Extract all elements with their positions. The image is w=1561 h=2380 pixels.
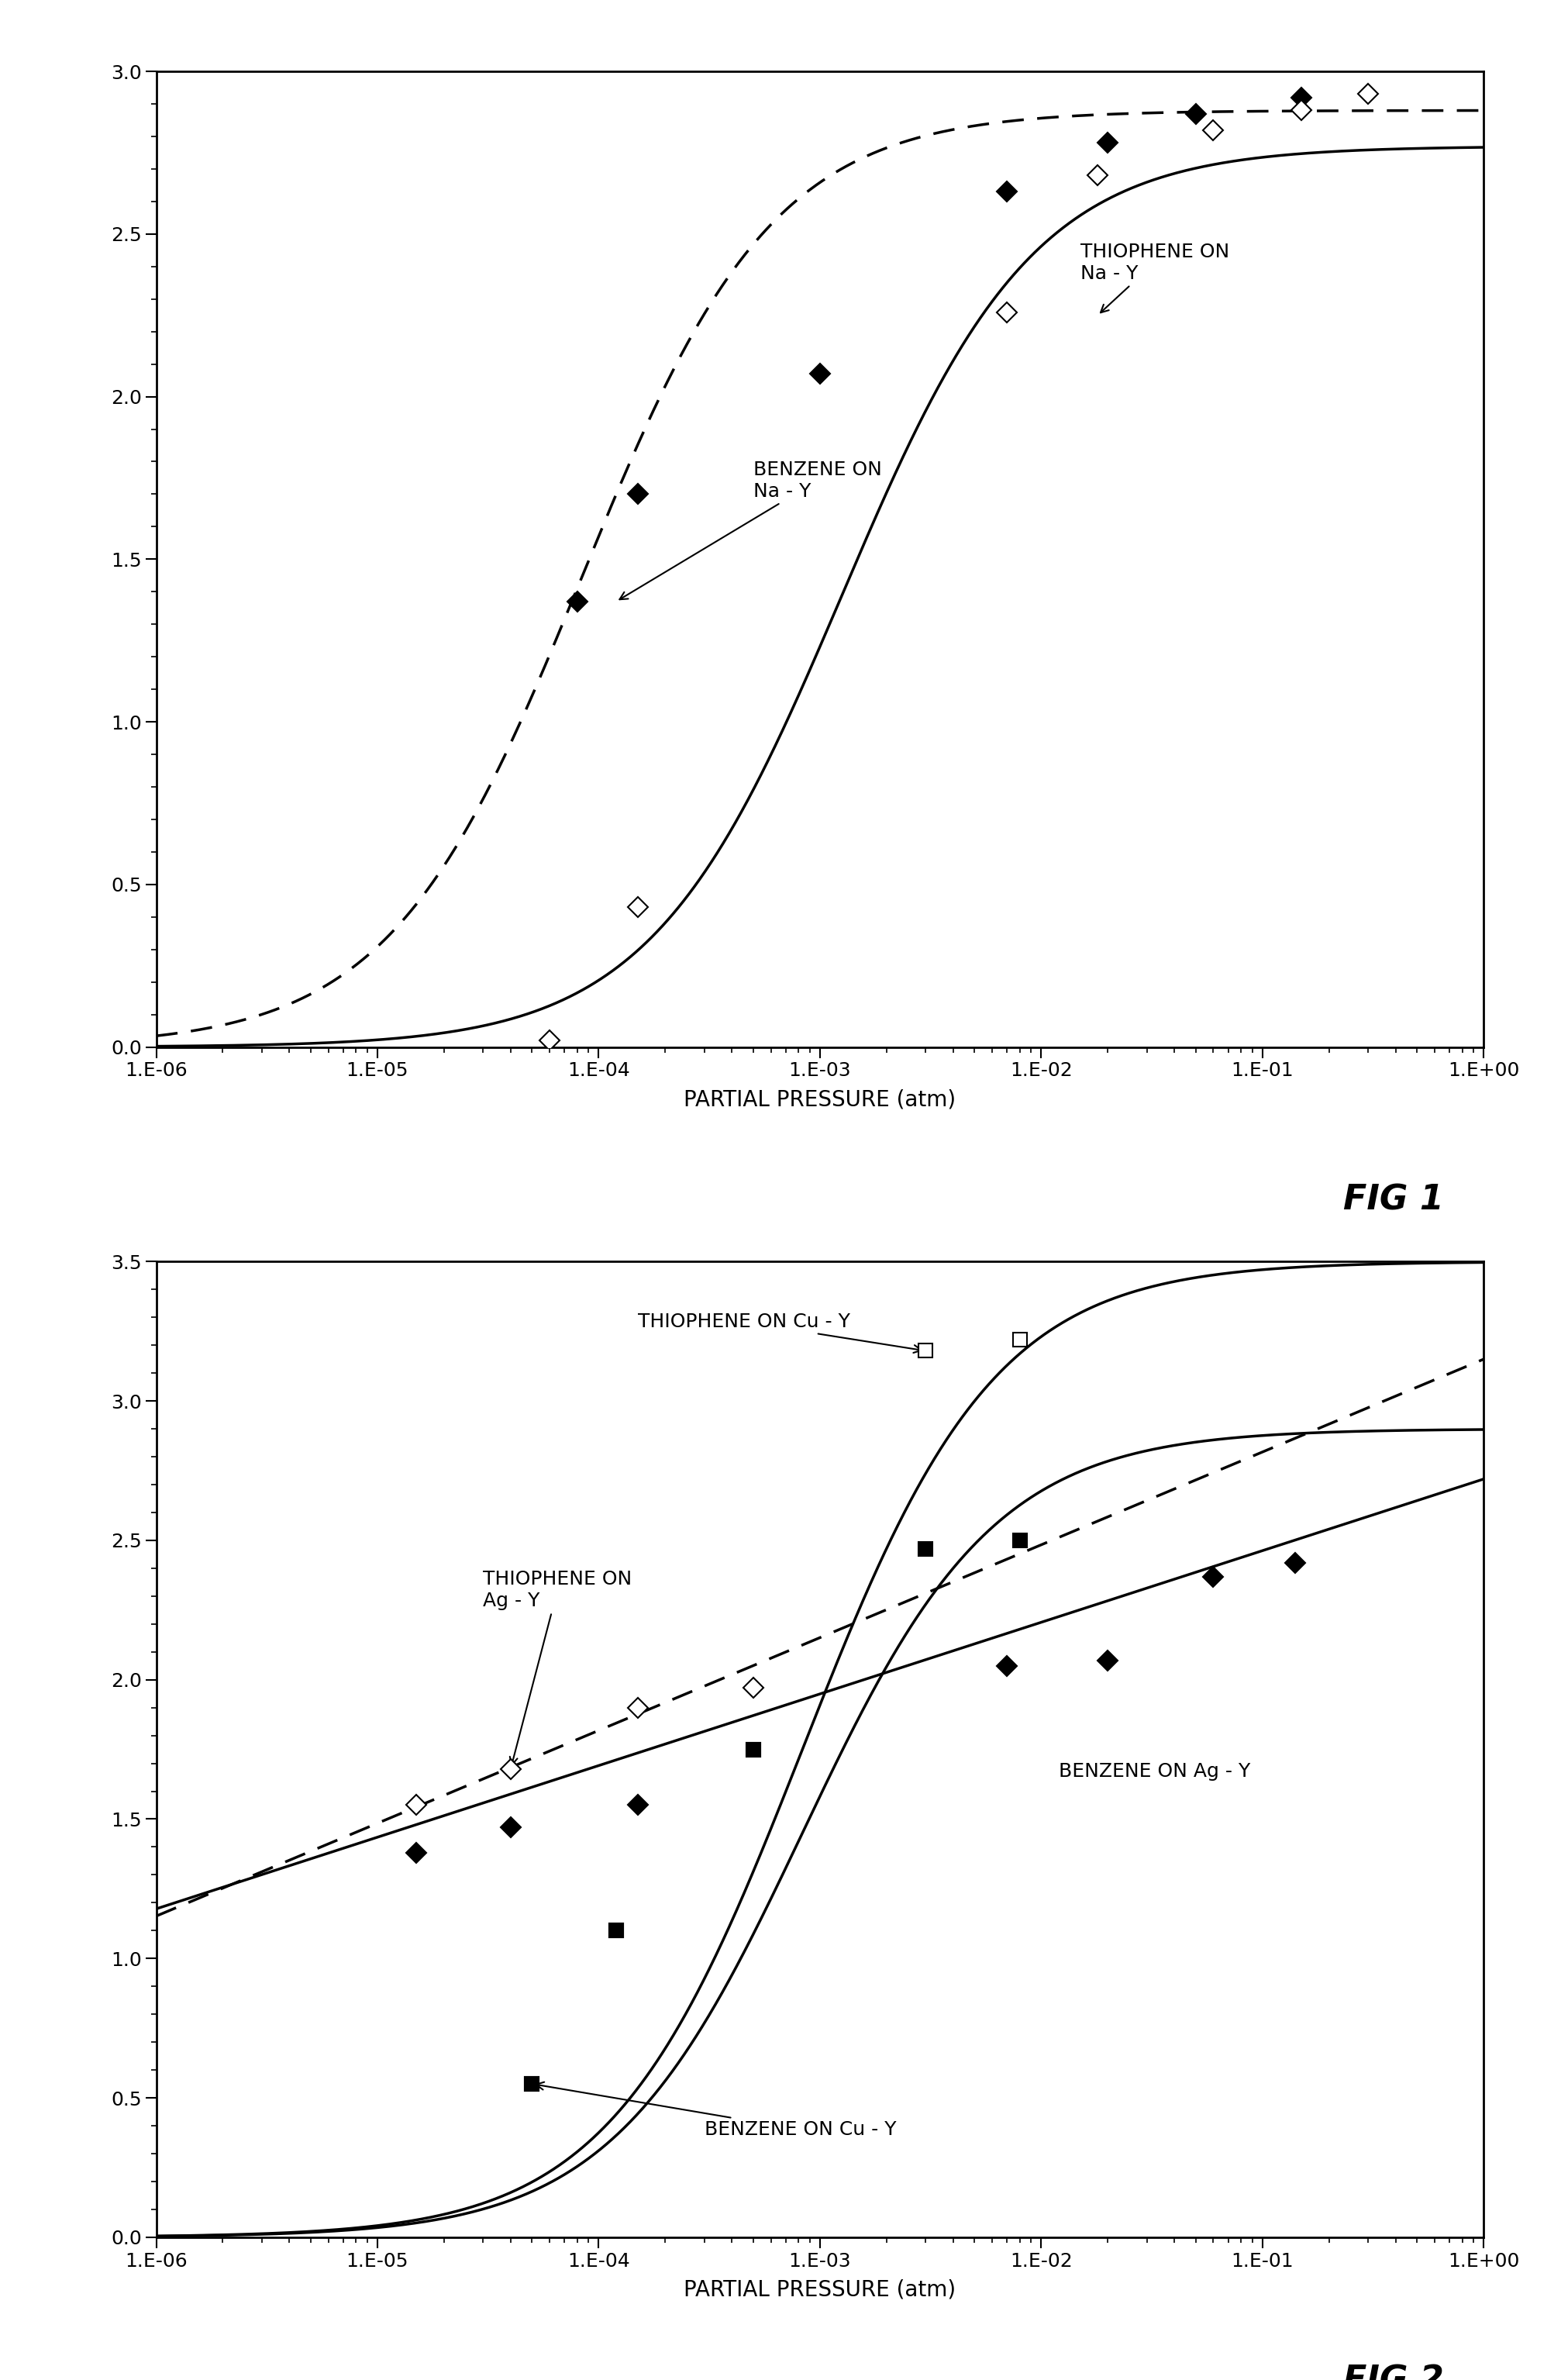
Text: BENZENE ON
Na - Y: BENZENE ON Na - Y <box>620 459 882 600</box>
Text: BENZENE ON Cu - Y: BENZENE ON Cu - Y <box>535 2082 896 2140</box>
Text: FIG 2: FIG 2 <box>1342 2363 1444 2380</box>
X-axis label: PARTIAL PRESSURE (atm): PARTIAL PRESSURE (atm) <box>684 1088 955 1111</box>
Text: THIOPHENE ON
Na - Y: THIOPHENE ON Na - Y <box>1080 243 1229 312</box>
X-axis label: PARTIAL PRESSURE (atm): PARTIAL PRESSURE (atm) <box>684 2280 955 2301</box>
Text: FIG 1: FIG 1 <box>1342 1183 1444 1216</box>
Text: BENZENE ON Ag - Y: BENZENE ON Ag - Y <box>1058 1764 1250 1780</box>
Text: THIOPHENE ON Cu - Y: THIOPHENE ON Cu - Y <box>637 1314 921 1352</box>
Text: THIOPHENE ON
Ag - Y: THIOPHENE ON Ag - Y <box>482 1571 632 1766</box>
